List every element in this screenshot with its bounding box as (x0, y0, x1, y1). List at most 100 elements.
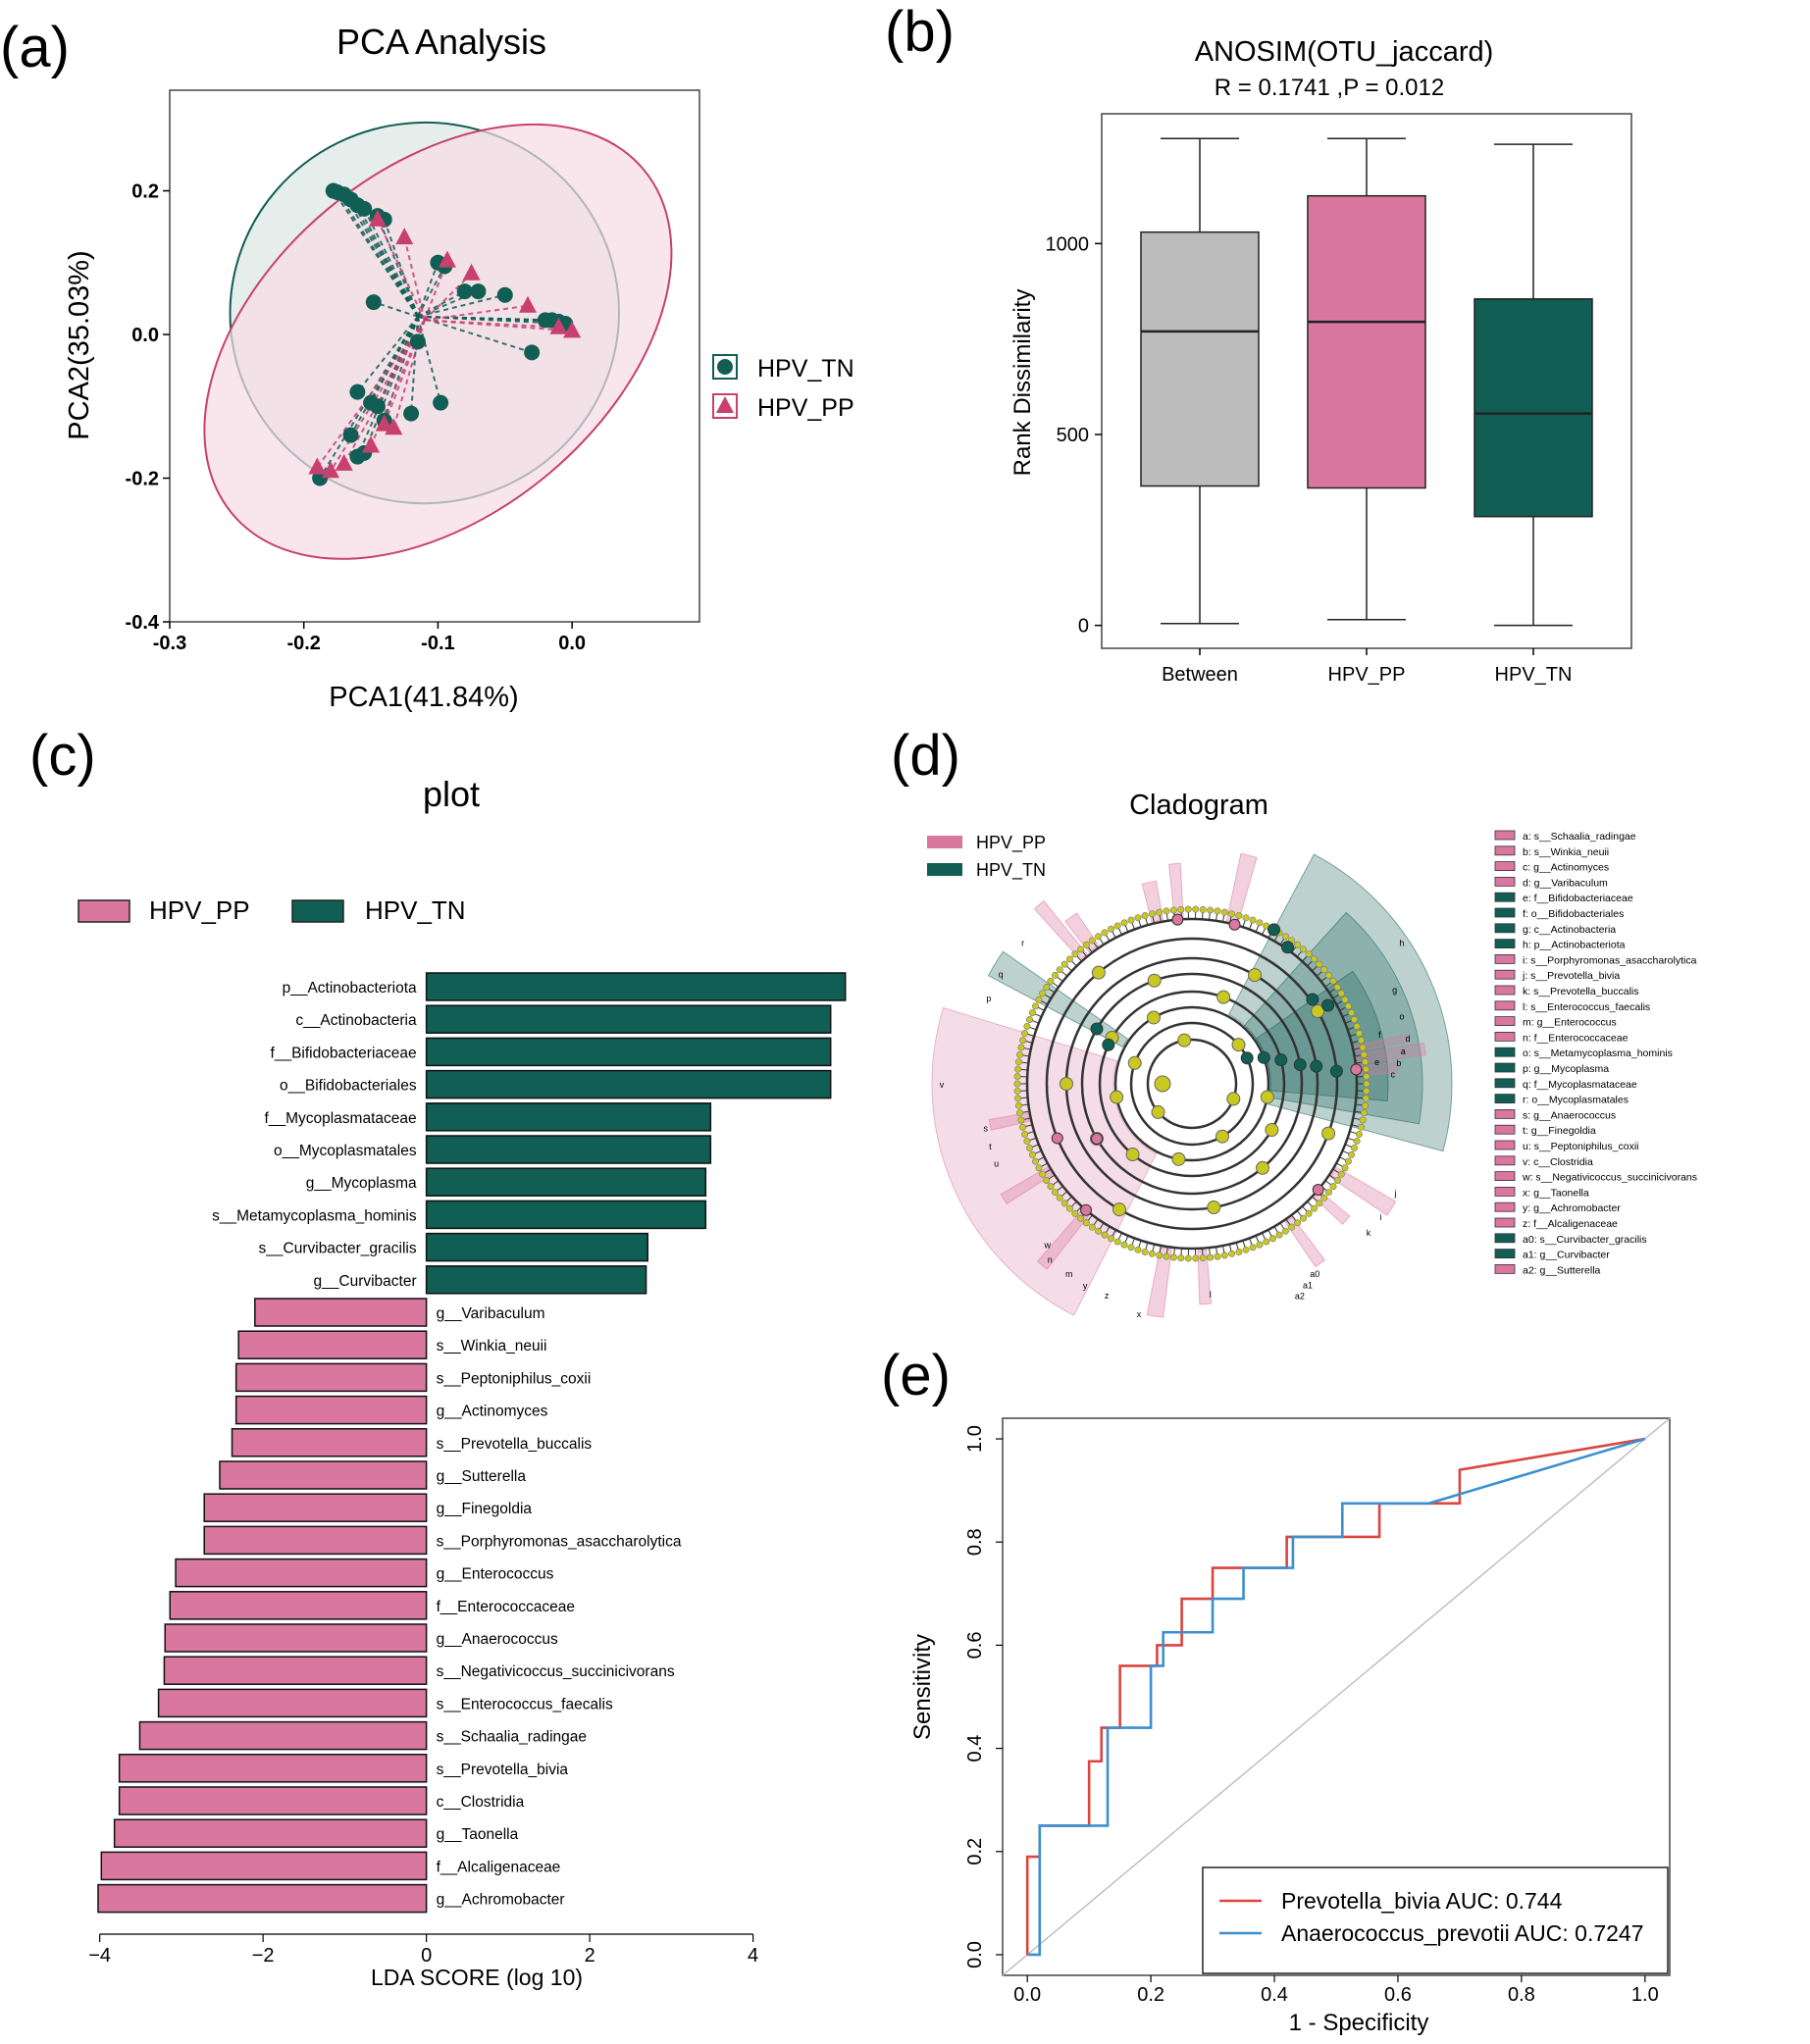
key-swatch (1494, 1264, 1516, 1274)
x-tick-label: 0.6 (1384, 1984, 1412, 2006)
clade-letter-label: a (1401, 1047, 1406, 1056)
key-swatch (1494, 1000, 1516, 1011)
cladogram-leaf-node (1014, 1095, 1022, 1102)
data-point-tn (349, 448, 366, 465)
key-swatch (1494, 1140, 1516, 1150)
key-swatch (1494, 1155, 1516, 1166)
data-point-pp (549, 317, 568, 334)
cladogram-node (1171, 1151, 1186, 1166)
pca-plot-frame (169, 89, 700, 623)
cladogram-legend: HPV_PP HPV_TN (927, 833, 1046, 881)
cladogram-leaf-node (1134, 914, 1142, 922)
key-label: z: f__Alcaligenaceae (1523, 1218, 1618, 1230)
lda-bar-label: s__Metamycoplasma_hominis (212, 1207, 417, 1224)
data-point-tn (342, 427, 359, 443)
clade-wedge (1000, 1166, 1054, 1205)
cladogram-leaf-node (1357, 1037, 1365, 1045)
cladogram-leaf-node (1095, 1227, 1103, 1235)
key-label: i: s__Porphyromonas_asaccharolytica (1523, 954, 1697, 966)
cladogram-node-pp (1228, 918, 1241, 931)
legend-swatch-pp (78, 899, 130, 923)
data-point-tn (496, 286, 513, 303)
cladogram-node-tn (1306, 993, 1319, 1006)
cladogram-leaf-node (1035, 996, 1043, 1003)
legend-circle-marker (717, 359, 733, 375)
lda-bar-label: o__Mycoplasmatales (274, 1143, 417, 1159)
key-label: w: s__Negativicoccus_succinicivorans (1522, 1172, 1697, 1184)
roc-curve-blue (1027, 1437, 1646, 1957)
clade-letter-label: a1 (1303, 1280, 1313, 1290)
x-tick-label: HPV_TN (1495, 664, 1573, 686)
data-point-tn (403, 405, 420, 422)
cladogram-node (1248, 968, 1262, 983)
cladogram-leaf-node (1021, 1130, 1029, 1138)
spoke-line (356, 316, 419, 393)
lda-bar-pp (163, 1656, 428, 1685)
key-swatch (1494, 1124, 1516, 1135)
data-point-tn (524, 344, 541, 361)
x-tick-label: -0.3 (153, 633, 186, 654)
x-tick-label: 0.8 (1508, 1984, 1535, 2006)
pca-ellipses (203, 121, 673, 560)
cladogram-leaf-node (1148, 1250, 1156, 1257)
lda-bar-label: s__Curvibacter_gracilis (259, 1241, 417, 1257)
data-point-pp (563, 321, 582, 338)
cladogram-leaf-node (1355, 1030, 1363, 1038)
lda-bar-pp (164, 1623, 428, 1653)
panel-label-d: (d) (891, 724, 960, 788)
cladogram-leaf-node (1214, 1252, 1221, 1260)
key-swatch (1494, 907, 1516, 918)
key-swatch (1494, 861, 1516, 871)
key-label: n: f__Enterococcaceae (1523, 1032, 1629, 1044)
cladogram-leaf-node (1329, 977, 1337, 985)
cladogram-leaf-node (1156, 1252, 1164, 1259)
legend-label-blue: Anaerococcus_prevotii AUC: 0.7247 (1281, 1920, 1644, 1946)
cladogram-leaf-node (1281, 933, 1289, 941)
legend-swatch-pp (927, 836, 962, 848)
cladogram-leaf-node (1305, 1209, 1313, 1217)
key-label: r: o__Mycoplasmatales (1523, 1095, 1629, 1106)
cladogram-leaf-node (1242, 1246, 1250, 1253)
cladogram-leaf-node (1077, 1214, 1085, 1222)
legend-triangle-marker (716, 396, 734, 413)
cladogram-node (1207, 1201, 1221, 1215)
cladogram-leaf-node (1035, 1164, 1043, 1172)
cladogram-leaf-node (1184, 905, 1192, 913)
x-tick-label: 0.0 (1013, 1984, 1041, 2006)
anosim-subtitle: R = 0.1741 ,P = 0.012 (1215, 75, 1444, 101)
lda-bar-pp (138, 1720, 428, 1751)
clade-letter-label: s (983, 1124, 988, 1134)
clade-wedge (1354, 1033, 1410, 1053)
spoke-line (336, 191, 419, 318)
lda-bar-label: g__Curvibacter (314, 1273, 417, 1290)
clade-letter-label: r (1021, 938, 1024, 947)
anosim-y-label: Rank Dissimilarity (1009, 289, 1036, 477)
key-swatch (1494, 1062, 1516, 1073)
cladogram-leaf-node (1363, 1080, 1370, 1088)
cladogram-leaf-node (1163, 907, 1170, 915)
key-label: t: g__Finegoldia (1523, 1125, 1596, 1137)
data-point-pp (335, 453, 353, 471)
data-point-pp (385, 418, 403, 435)
cladogram-ring (1129, 1021, 1255, 1147)
cladogram-leaf-node (1316, 960, 1323, 968)
cladogram-leaf-node (1019, 1123, 1027, 1131)
lda-bar-label: s__Winkia_neuii (437, 1338, 547, 1354)
cladogram-leaf-node (1192, 1254, 1200, 1262)
data-point-pp (362, 435, 381, 453)
cladogram-node-tn (1329, 1064, 1343, 1078)
data-point-tn (433, 394, 449, 411)
key-label: s: g__Anaerococcus (1523, 1109, 1616, 1121)
cladogram-node-pp (1080, 1203, 1093, 1216)
cladogram-node (1151, 1104, 1165, 1119)
cladogram-node-pp (1312, 1183, 1324, 1196)
cladogram-node-tn (1257, 1050, 1270, 1064)
y-tick-label: -0.2 (126, 469, 159, 490)
cladogram-title: Cladogram (1129, 790, 1268, 821)
cladogram-leaf-node (1363, 1087, 1370, 1095)
cladogram-leaf-node (1184, 1254, 1192, 1262)
key-label: q: f__Mycoplasmataceae (1523, 1079, 1637, 1091)
cladogram-ring (1080, 972, 1304, 1196)
cladogram-leaf-node (1120, 919, 1128, 927)
cladogram-ring (1045, 937, 1339, 1231)
